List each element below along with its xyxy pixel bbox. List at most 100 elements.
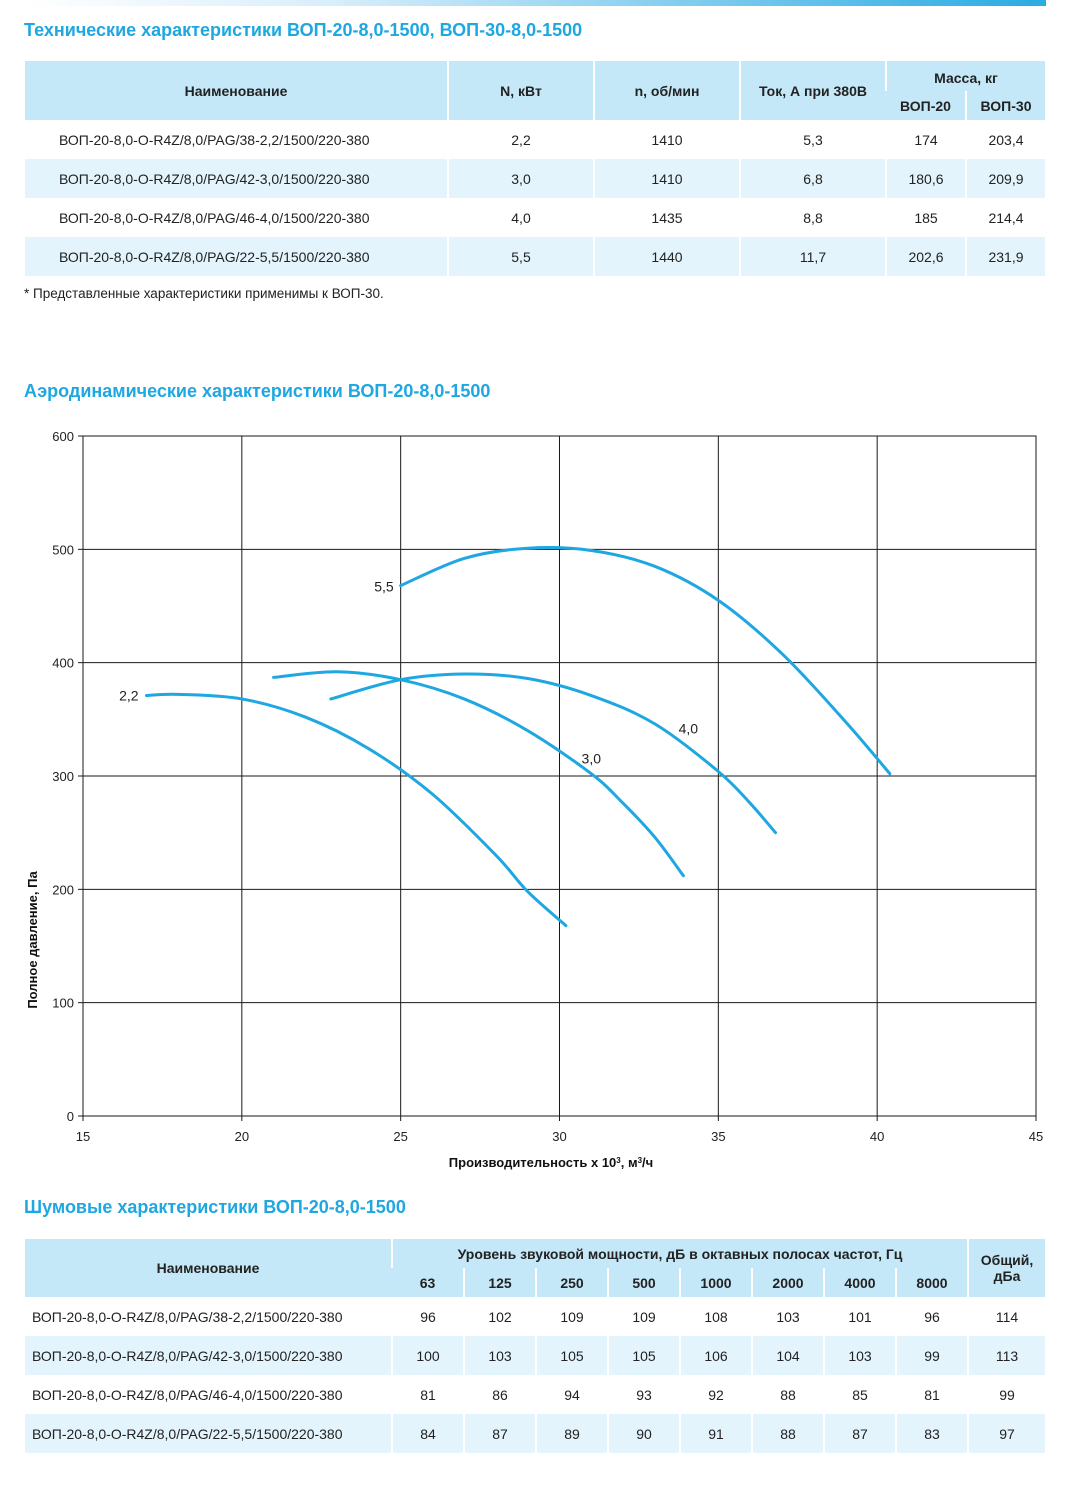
noise-cell-value: 96 <box>894 1297 969 1336</box>
tech-cell-power: 2,2 <box>447 120 594 159</box>
noise-cell-value: 94 <box>535 1375 608 1414</box>
tech-cell-mass30: 209,9 <box>964 159 1046 198</box>
tech-cell-speed: 1410 <box>593 159 740 198</box>
noise-cell-value: 108 <box>679 1297 752 1336</box>
tech-cell-power: 4,0 <box>447 198 594 237</box>
noise-band-1000: 1000 <box>679 1268 752 1297</box>
table-row: ВОП-20-8,0-О-R4Z/8,0/PAG/46-4,0/1500/220… <box>25 1375 1046 1414</box>
noise-cell-value: 99 <box>894 1336 969 1375</box>
noise-band-500: 500 <box>607 1268 680 1297</box>
noise-cell-value: 105 <box>607 1336 680 1375</box>
noise-cell-value: 88 <box>751 1414 824 1453</box>
noise-cell-total: 97 <box>967 1414 1046 1453</box>
x-axis-label: Производительность х 103, м3/ч <box>449 1155 653 1170</box>
tech-header-speed: n, об/мин <box>593 61 740 120</box>
tech-cell-mass20: 180,6 <box>885 159 966 198</box>
y-tick-label: 0 <box>67 1109 74 1124</box>
tech-cell-mass30: 231,9 <box>964 237 1046 276</box>
tech-table: Наименование N, кВт n, об/мин Ток, А при… <box>25 61 1046 276</box>
noise-band-125: 125 <box>463 1268 536 1297</box>
noise-cell-value: 87 <box>823 1414 896 1453</box>
x-tick-label: 20 <box>235 1129 249 1144</box>
table-row: ВОП-20-8,0-О-R4Z/8,0/PAG/38-2,2/1500/220… <box>25 120 1046 159</box>
noise-cell-value: 88 <box>751 1375 824 1414</box>
tech-cell-name: ВОП-20-8,0-О-R4Z/8,0/PAG/42-3,0/1500/220… <box>25 159 448 198</box>
tech-footnote: * Представленные характеристики применим… <box>24 286 384 301</box>
tech-cell-power: 5,5 <box>447 237 594 276</box>
tech-section-title: Технические характеристики ВОП-20-8,0-15… <box>24 20 583 40</box>
noise-table: Наименование Уровень звуковой мощности, … <box>25 1239 1046 1453</box>
noise-cell-name: ВОП-20-8,0-О-R4Z/8,0/PAG/22-5,5/1500/220… <box>25 1414 392 1453</box>
table-row: ВОП-20-8,0-О-R4Z/8,0/PAG/42-3,0/1500/220… <box>25 1336 1046 1375</box>
tech-cell-speed: 1440 <box>593 237 740 276</box>
series-line <box>272 670 685 878</box>
tech-header-mass: Масса, кг <box>884 61 1046 91</box>
noise-cell-value: 90 <box>607 1414 680 1453</box>
series-line <box>399 546 892 776</box>
noise-band-250: 250 <box>535 1268 608 1297</box>
tech-cell-mass20: 174 <box>885 120 966 159</box>
noise-cell-value: 103 <box>823 1336 896 1375</box>
noise-cell-value: 109 <box>535 1297 608 1336</box>
y-tick-label: 600 <box>52 429 74 444</box>
noise-header-total: Общий, дБа <box>967 1239 1046 1297</box>
y-tick-label: 100 <box>52 996 74 1011</box>
y-tick-label: 200 <box>52 882 74 897</box>
tech-cell-speed: 1435 <box>593 198 740 237</box>
tech-cell-name: ВОП-20-8,0-О-R4Z/8,0/PAG/22-5,5/1500/220… <box>25 237 448 276</box>
noise-cell-value: 93 <box>607 1375 680 1414</box>
table-row: ВОП-20-8,0-О-R4Z/8,0/PAG/46-4,0/1500/220… <box>25 198 1046 237</box>
x-tick-label: 45 <box>1029 1129 1043 1144</box>
x-tick-label: 15 <box>76 1129 90 1144</box>
series-line <box>145 692 568 928</box>
noise-cell-name: ВОП-20-8,0-О-R4Z/8,0/PAG/38-2,2/1500/220… <box>32 1308 343 1325</box>
noise-cell-value: 84 <box>391 1414 464 1453</box>
noise-cell-value: 101 <box>823 1297 896 1336</box>
tech-cell-current: 6,8 <box>739 159 886 198</box>
x-tick-label: 40 <box>870 1129 884 1144</box>
tech-cell-current: 11,7 <box>739 237 886 276</box>
noise-cell-name: ВОП-20-8,0-О-R4Z/8,0/PAG/42-3,0/1500/220… <box>25 1336 392 1375</box>
noise-cell-value: 109 <box>607 1297 680 1336</box>
tech-cell-speed: 1410 <box>593 120 740 159</box>
y-tick-label: 300 <box>52 769 74 784</box>
tech-cell-mass20: 185 <box>885 198 966 237</box>
noise-cell-value: 100 <box>391 1336 464 1375</box>
noise-cell-value: 86 <box>463 1375 536 1414</box>
tech-cell-mass30: 214,4 <box>964 198 1046 237</box>
tech-cell-mass30: 203,4 <box>964 120 1046 159</box>
top-accent-bar <box>24 0 1046 6</box>
noise-cell-value: 81 <box>391 1375 464 1414</box>
noise-band-63: 63 <box>392 1268 464 1297</box>
tech-cell-power: 3,0 <box>447 159 594 198</box>
y-axis-label: Полное давление, Па <box>25 871 40 1009</box>
series-label: 3,0 <box>582 751 602 767</box>
noise-section-title: Шумовые характеристики ВОП-20-8,0-1500 <box>24 1197 406 1217</box>
noise-cell-total: 99 <box>967 1375 1046 1414</box>
table-row: ВОП-20-8,0-О-R4Z/8,0/PAG/38-2,2/1500/220… <box>25 1297 1046 1336</box>
noise-cell-value: 105 <box>535 1336 608 1375</box>
noise-cell-value: 103 <box>751 1297 824 1336</box>
noise-cell-value: 96 <box>391 1297 464 1336</box>
noise-cell-value: 89 <box>535 1414 608 1453</box>
noise-cell-value: 81 <box>894 1375 969 1414</box>
tech-header-power: N, кВт <box>447 61 594 120</box>
noise-cell-total: 113 <box>967 1336 1046 1375</box>
noise-cell-value: 91 <box>679 1414 752 1453</box>
x-tick-label: 30 <box>552 1129 566 1144</box>
tech-header-name: Наименование <box>25 61 448 120</box>
noise-band-8000: 8000 <box>894 1268 969 1297</box>
noise-cell-value: 102 <box>463 1297 536 1336</box>
tech-cell-name: ВОП-20-8,0-О-R4Z/8,0/PAG/46-4,0/1500/220… <box>59 209 370 226</box>
noise-band-4000: 4000 <box>823 1268 896 1297</box>
series-line <box>329 672 778 835</box>
noise-cell-value: 104 <box>751 1336 824 1375</box>
y-tick-label: 400 <box>52 656 74 671</box>
table-row: ВОП-20-8,0-О-R4Z/8,0/PAG/42-3,0/1500/220… <box>25 159 1046 198</box>
series-label: 5,5 <box>374 579 394 595</box>
noise-band-2000: 2000 <box>751 1268 824 1297</box>
aero-chart: 15 20 25 30 35 40 45 0 100 200 300 400 500 600 2,2 3,0… <box>25 429 1043 1170</box>
tech-cell-mass20: 202,6 <box>885 237 966 276</box>
tech-cell-current: 5,3 <box>739 120 886 159</box>
tech-header-mass-vop20: ВОП-20 <box>886 91 966 120</box>
